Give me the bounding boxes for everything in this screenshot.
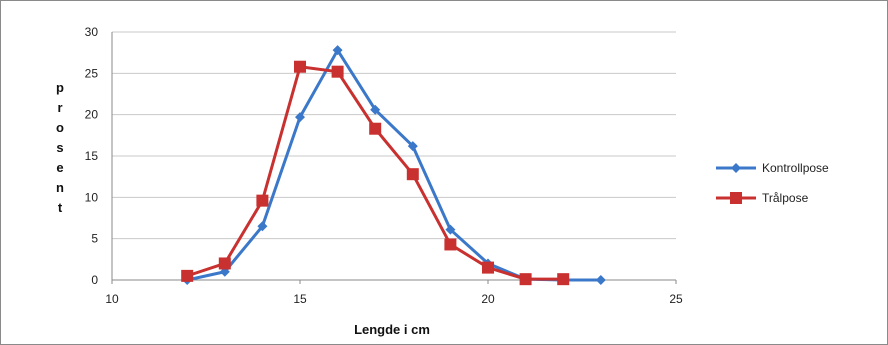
legend-label: Trålpose — [762, 191, 809, 205]
x-tick-label-20: 20 — [481, 292, 495, 306]
legend-swatch-marker — [731, 163, 741, 173]
data-point — [370, 104, 381, 115]
series-line — [186, 48, 601, 282]
y-axis-label-letter: s — [56, 140, 63, 155]
legend: Kontrollpose Trålpose — [716, 161, 829, 205]
y-axis-label-letter: n — [56, 180, 64, 195]
legend-swatch-marker — [730, 192, 742, 204]
y-tick-label-0: 0 — [91, 273, 98, 287]
series-lines — [181, 45, 606, 286]
grid-lines — [112, 31, 676, 240]
x-tick-label-10: 10 — [105, 292, 119, 306]
y-tick-label-10: 10 — [85, 190, 99, 204]
data-point — [331, 65, 344, 78]
y-tick-label-30: 30 — [85, 25, 99, 39]
legend-item-0: Kontrollpose — [716, 161, 829, 175]
data-point — [332, 45, 343, 56]
legend-label: Kontrollpose — [762, 161, 829, 175]
y-axis-label-letter: r — [57, 100, 62, 115]
y-tick-label-25: 25 — [85, 66, 99, 80]
y-tick-label-5: 5 — [91, 232, 98, 246]
data-point — [256, 194, 269, 207]
y-tick-label-20: 20 — [85, 108, 99, 122]
data-point — [557, 273, 570, 286]
data-point — [181, 269, 194, 282]
tick-labels: 0 5 10 15 20 25 30 10 15 20 25 — [85, 25, 683, 306]
data-point — [257, 221, 268, 232]
data-point — [445, 224, 456, 235]
data-point — [294, 60, 306, 73]
data-point — [595, 275, 606, 285]
data-point — [519, 273, 532, 286]
x-axis-label: Lengde i cm — [354, 322, 430, 337]
y-axis-label-letter: p — [56, 80, 64, 95]
legend-item-1: Trålpose — [716, 191, 809, 205]
y-axis-label-letter: t — [58, 200, 63, 215]
data-point — [444, 238, 457, 251]
x-tick-label-15: 15 — [293, 292, 307, 306]
data-point — [218, 257, 231, 270]
data-point — [406, 168, 419, 181]
data-point — [407, 141, 418, 152]
axes — [111, 32, 677, 284]
x-tick-label-25: 25 — [669, 292, 683, 306]
series-0 — [182, 45, 606, 285]
series-1 — [181, 60, 570, 286]
data-point — [295, 112, 305, 123]
y-axis-label-letter: e — [56, 160, 63, 175]
axis-labels: Lengde i cm — [354, 322, 430, 337]
y-tick-label-15: 15 — [85, 149, 99, 163]
data-point — [369, 122, 382, 135]
data-point — [482, 261, 494, 274]
y-axis-label-letter: o — [56, 120, 64, 135]
